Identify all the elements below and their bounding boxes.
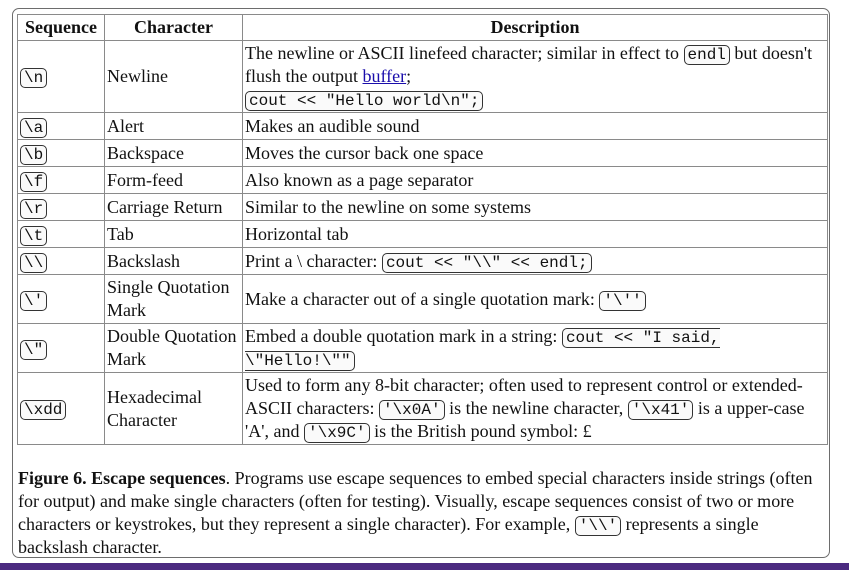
sequence-code: \r xyxy=(20,198,48,219)
caption-text: represents a single backslash character. xyxy=(18,514,759,557)
table-row: \' Single Quotation Mark Make a characte… xyxy=(17,274,828,324)
inline-code: '\x41' xyxy=(627,400,694,420)
buffer-link[interactable]: buffer xyxy=(362,66,407,86)
character-name: Alert xyxy=(104,112,243,140)
sequence-code: \t xyxy=(20,225,48,246)
description: Moves the cursor back one space xyxy=(242,139,828,167)
description: Print a \ character: cout << "\\" << end… xyxy=(242,247,828,275)
table-row: \a Alert Makes an audible sound xyxy=(17,112,828,140)
escape-sequence-table: Sequence Character Description \n Newlin… xyxy=(17,14,828,445)
header-sequence: Sequence xyxy=(17,14,105,41)
description-text: ; xyxy=(406,66,412,86)
character-name: Double Quotation Mark xyxy=(104,323,243,373)
description-text: but doesn't flush the output xyxy=(245,43,813,86)
character-name: Tab xyxy=(104,220,243,248)
character-name: Carriage Return xyxy=(104,193,243,221)
description: Make a character out of a single quotati… xyxy=(242,274,828,324)
description: Used to form any 8-bit character; often … xyxy=(242,372,828,445)
character-name: Backspace xyxy=(104,139,243,167)
sequence-code: \' xyxy=(20,290,48,311)
description: Embed a double quotation mark in a strin… xyxy=(242,323,828,373)
description: The newline or ASCII linefeed character;… xyxy=(242,40,828,113)
character-name: Backslash xyxy=(104,247,243,275)
character-name: Newline xyxy=(104,40,243,113)
table-row: \f Form-feed Also known as a page separa… xyxy=(17,166,828,194)
character-name: Single Quotation Mark xyxy=(104,274,243,324)
description: Similar to the newline on some systems xyxy=(242,193,828,221)
description-text: Print a \ character: xyxy=(245,250,382,271)
description-text: Embed a double quotation mark in a strin… xyxy=(245,326,562,346)
inline-code: endl xyxy=(683,45,730,65)
figure-caption: Figure 6. Escape sequences. Programs use… xyxy=(18,467,826,557)
description-text: The newline or ASCII linefeed character;… xyxy=(245,43,684,63)
table-header-row: Sequence Character Description xyxy=(17,14,828,41)
inline-code: '\'' xyxy=(599,290,646,311)
accent-bar xyxy=(0,563,849,570)
description-text: Used to form any 8-bit character; often … xyxy=(245,375,803,418)
sequence-code: \a xyxy=(20,117,48,138)
description: Horizontal tab xyxy=(242,220,828,248)
table-row: \t Tab Horizontal tab xyxy=(17,220,828,248)
table-row: \r Carriage Return Similar to the newlin… xyxy=(17,193,828,221)
description-text: is the newline character, xyxy=(444,398,628,418)
table-row: \xdd Hexadecimal Character Used to form … xyxy=(17,372,828,445)
inline-code: '\\' xyxy=(574,516,622,536)
table-row: \n Newline The newline or ASCII linefeed… xyxy=(17,40,828,113)
sequence-code: \\ xyxy=(20,252,48,273)
header-description: Description xyxy=(242,14,828,41)
table-row: \b Backspace Moves the cursor back one s… xyxy=(17,139,828,167)
description: Makes an audible sound xyxy=(242,112,828,140)
description-text: is the British pound symbol: £ xyxy=(369,421,592,441)
sequence-code: \" xyxy=(20,339,48,360)
description-text: Make a character out of a single quotati… xyxy=(245,288,600,309)
character-name: Form-feed xyxy=(104,166,243,194)
description: Also known as a page separator xyxy=(242,166,828,194)
figure-container: Sequence Character Description \n Newlin… xyxy=(12,8,830,558)
caption-title: Figure 6. Escape sequences xyxy=(18,468,226,488)
character-name: Hexadecimal Character xyxy=(104,372,243,445)
sequence-code: \f xyxy=(20,171,48,192)
inline-code: cout << "Hello world\n"; xyxy=(245,91,484,111)
header-character: Character xyxy=(104,14,243,41)
sequence-code: \xdd xyxy=(20,400,67,420)
table-row: \\ Backslash Print a \ character: cout <… xyxy=(17,247,828,275)
table-row: \" Double Quotation Mark Embed a double … xyxy=(17,323,828,373)
caption-text: . Programs use escape sequences to embed… xyxy=(18,468,813,534)
sequence-code: \n xyxy=(20,68,48,88)
inline-code: '\x9C' xyxy=(303,423,370,443)
description-text: is a upper-case 'A', and xyxy=(245,398,805,441)
inline-code: cout << "\\" << endl; xyxy=(381,252,592,273)
inline-code: '\x0A' xyxy=(378,400,445,420)
sequence-code: \b xyxy=(20,144,48,165)
